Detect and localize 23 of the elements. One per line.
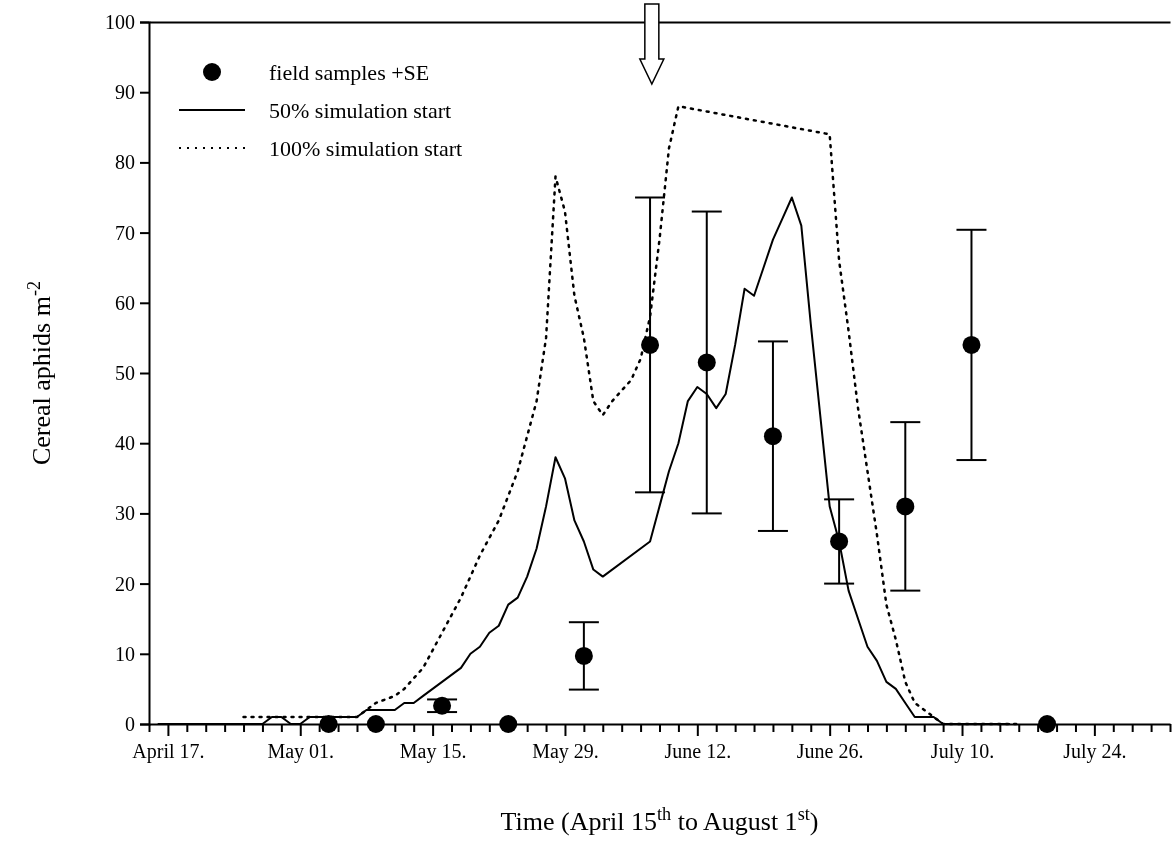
x-tick-label: July 24. <box>1063 740 1127 764</box>
x-tick-label: July 10. <box>930 740 995 764</box>
x-tick-label: May 15. <box>399 740 467 764</box>
x-tick-label: June 26. <box>796 740 864 763</box>
y-tick-label: 70 <box>115 221 135 244</box>
x-tick-label: April 17. <box>132 740 205 764</box>
y-tick-label: 0 <box>125 712 135 735</box>
y-tick-label: 80 <box>115 151 135 174</box>
y-tick-label: 10 <box>115 642 135 665</box>
legend-label: 100% simulation start <box>269 135 463 161</box>
x-tick-label: May 29. <box>532 740 599 764</box>
y-tick-label: 90 <box>115 81 135 104</box>
y-tick-label: 30 <box>115 502 135 525</box>
y-tick-label: 20 <box>115 572 135 595</box>
x-tick-label: June 12. <box>664 740 732 763</box>
x-tick-label: May 01. <box>267 740 335 764</box>
y-tick-label: 60 <box>115 291 135 314</box>
legend-label: 50% simulation start <box>269 97 452 123</box>
y-tick-label: 50 <box>115 361 135 384</box>
x-axis-title: Time (April 15$^{th}$ to August 1$^{st}$) <box>500 804 819 836</box>
y-tick-label: 100 <box>105 10 135 33</box>
legend-label: field samples +SE <box>269 59 430 85</box>
y-tick-label: 40 <box>115 432 135 455</box>
